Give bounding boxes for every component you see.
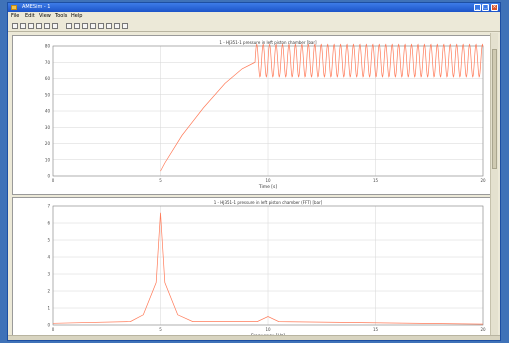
close-button[interactable]: × xyxy=(491,4,498,11)
settings-icon[interactable] xyxy=(106,23,112,29)
zoom-out-icon[interactable] xyxy=(20,23,26,29)
x-tick-label: 20 xyxy=(480,327,486,332)
y-tick-label: 4 xyxy=(47,255,50,260)
print-icon[interactable] xyxy=(90,23,96,29)
series-line xyxy=(160,43,484,172)
menu-tools[interactable]: Tools xyxy=(55,13,68,19)
x-tick-label: 15 xyxy=(373,178,379,183)
fft-plot: 1 - HJ351-1 pressure in left piston cham… xyxy=(47,200,486,339)
time-plot-panel[interactable]: 1 - HJ351-1 pressure in left piston cham… xyxy=(12,35,491,195)
copy-icon[interactable] xyxy=(82,23,88,29)
chart-title: 1 - HJ351-1 pressure in left piston cham… xyxy=(219,40,317,45)
series-line xyxy=(52,212,484,325)
x-tick-label: 15 xyxy=(373,327,379,332)
y-tick-label: 3 xyxy=(47,272,50,277)
minimize-button[interactable]: _ xyxy=(474,4,481,11)
y-tick-label: 10 xyxy=(45,157,51,162)
title-bar[interactable]: AMESim - 1 _ □ × xyxy=(8,3,500,12)
chart-title: 1 - HJ351-1 pressure in left piston cham… xyxy=(214,200,323,205)
app-icon xyxy=(11,5,17,10)
y-tick-label: 0 xyxy=(47,174,50,179)
export-icon[interactable] xyxy=(98,23,104,29)
cursor-icon[interactable] xyxy=(52,23,58,29)
x-tick-label: 5 xyxy=(159,327,162,332)
x-tick-label: 5 xyxy=(159,178,162,183)
menu-file[interactable]: File xyxy=(11,13,20,19)
y-tick-label: 0 xyxy=(47,323,50,328)
y-tick-label: 20 xyxy=(45,141,51,146)
maximize-button[interactable]: □ xyxy=(482,4,489,11)
zoom-fit-icon[interactable] xyxy=(28,23,34,29)
x-tick-label: 20 xyxy=(480,178,486,183)
toolbar xyxy=(8,21,500,32)
grid-icon[interactable] xyxy=(74,23,80,29)
zoom-in-icon[interactable] xyxy=(12,23,18,29)
zoom-box-icon[interactable] xyxy=(36,23,42,29)
y-tick-label: 60 xyxy=(45,76,51,81)
x-tick-label: 10 xyxy=(265,327,271,332)
pan-icon[interactable] xyxy=(44,23,50,29)
window-title: AMESim - 1 xyxy=(22,4,51,10)
scrollbar-thumb[interactable] xyxy=(492,49,497,169)
legend-icon[interactable] xyxy=(114,23,120,29)
y-tick-label: 6 xyxy=(47,221,50,226)
x-tick-label: 0 xyxy=(52,327,55,332)
status-bar xyxy=(8,335,500,340)
y-tick-label: 40 xyxy=(45,109,51,114)
y-tick-label: 2 xyxy=(47,289,50,294)
plot-frame xyxy=(52,205,484,326)
fft-plot-panel[interactable]: 1 - HJ351-1 pressure in left piston cham… xyxy=(12,197,491,339)
y-tick-label: 50 xyxy=(45,92,51,97)
menu-view[interactable]: View xyxy=(39,13,51,19)
menu-bar: File Edit View Tools Help xyxy=(8,12,500,21)
menu-help[interactable]: Help xyxy=(71,13,83,19)
y-tick-label: 70 xyxy=(45,60,51,65)
y-tick-label: 80 xyxy=(45,44,51,49)
y-tick-label: 30 xyxy=(45,125,51,130)
help-icon[interactable] xyxy=(122,23,128,29)
x-tick-label: 0 xyxy=(52,178,55,183)
x-axis-label: Time [s] xyxy=(258,184,278,190)
arrow-icon[interactable] xyxy=(66,23,72,29)
y-tick-label: 5 xyxy=(47,238,50,243)
plot-frame xyxy=(52,45,484,177)
y-tick-label: 1 xyxy=(47,306,50,311)
time-plot: 1 - HJ351-1 pressure in left piston cham… xyxy=(45,40,486,190)
y-tick-label: 7 xyxy=(47,204,50,209)
vertical-scrollbar[interactable] xyxy=(490,33,498,338)
application-window: AMESim - 1 _ □ × File Edit View Tools He… xyxy=(7,2,501,341)
menu-edit[interactable]: Edit xyxy=(25,13,35,19)
x-tick-label: 10 xyxy=(265,178,271,183)
